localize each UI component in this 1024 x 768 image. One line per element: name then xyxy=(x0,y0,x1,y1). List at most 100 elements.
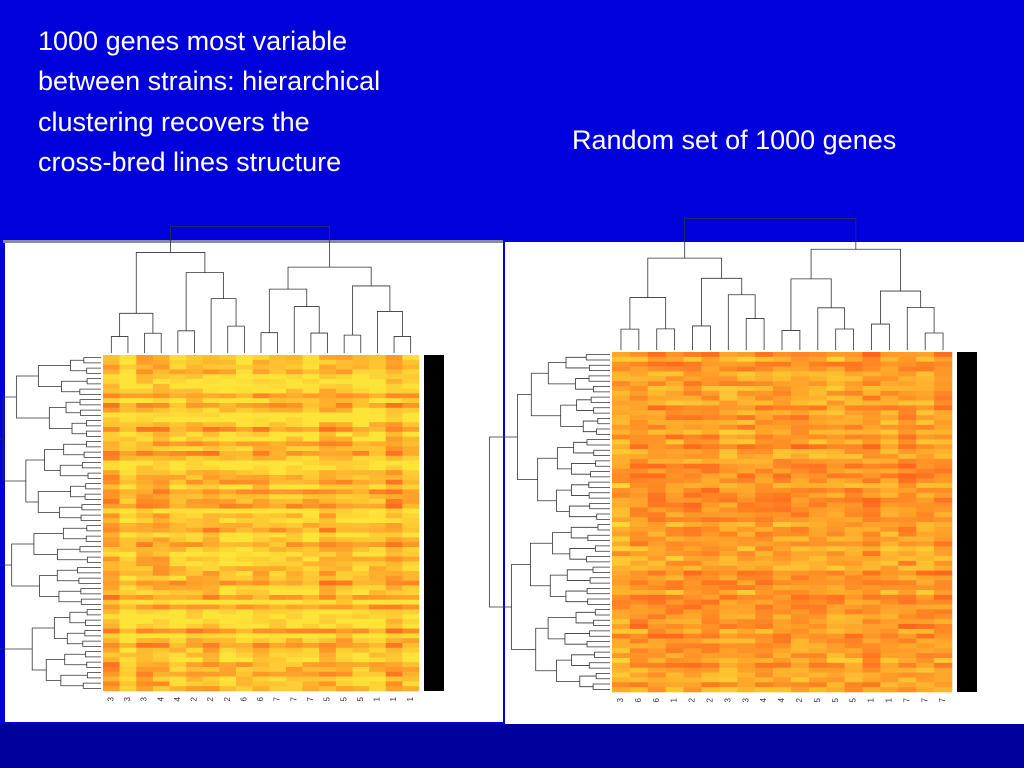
heatmap-cell xyxy=(119,623,137,629)
heatmap-cell xyxy=(665,517,684,523)
heatmap-cell xyxy=(737,594,756,601)
heatmap-cell xyxy=(152,369,170,375)
heatmap-cell xyxy=(152,623,170,629)
heatmap-cell xyxy=(169,571,187,577)
heatmap-cell xyxy=(808,609,828,615)
heatmap-cell xyxy=(152,604,170,610)
heatmap-cell xyxy=(136,686,154,692)
heatmap-cell xyxy=(352,441,370,447)
heatmap-cell xyxy=(136,547,154,553)
heatmap-cell xyxy=(934,361,953,367)
heatmap-cell xyxy=(790,648,810,654)
heatmap-cell xyxy=(701,687,720,693)
heatmap-cell xyxy=(269,369,287,375)
heatmap-cell xyxy=(934,488,953,494)
heatmap-cell xyxy=(335,609,353,615)
heatmap-cell xyxy=(629,667,649,673)
heatmap-cell xyxy=(352,571,370,577)
heatmap-cell xyxy=(898,517,917,523)
heatmap-cell xyxy=(844,585,863,591)
heatmap-cell xyxy=(862,454,881,460)
heatmap-cell xyxy=(136,599,154,605)
heatmap-cell xyxy=(719,468,738,474)
heatmap-cell xyxy=(808,366,828,372)
heatmap-cell xyxy=(701,672,720,678)
heatmap-cell xyxy=(269,417,287,423)
heatmap-cell xyxy=(136,364,154,370)
heatmap-cell xyxy=(916,454,935,460)
heatmap-cell xyxy=(916,662,935,669)
heatmap-cell xyxy=(719,541,738,547)
heatmap-cell xyxy=(136,359,154,365)
heatmap-cell xyxy=(862,488,881,494)
heatmap-cell xyxy=(880,463,899,469)
heatmap-cell xyxy=(385,451,403,457)
heatmap-cell xyxy=(136,551,154,557)
heatmap-cell xyxy=(335,652,353,658)
heatmap-cell xyxy=(773,517,792,523)
heatmap-cell xyxy=(302,686,320,692)
heatmap-cell xyxy=(269,503,287,509)
heatmap-cell xyxy=(665,420,684,426)
heatmap-cell xyxy=(612,468,631,474)
heatmap-cell xyxy=(737,488,756,494)
heatmap-cell xyxy=(236,657,253,663)
heatmap-cell xyxy=(152,475,170,481)
heatmap-cell xyxy=(119,595,137,601)
heatmap-cell xyxy=(335,455,353,461)
heatmap-cell xyxy=(103,590,120,596)
heatmap-cell xyxy=(402,417,420,423)
heatmap-cell xyxy=(119,527,137,533)
heatmap-cell xyxy=(826,590,845,596)
heatmap-cell xyxy=(844,434,863,440)
heatmap-cell xyxy=(385,455,403,461)
heatmap-cell xyxy=(934,376,953,382)
heatmap-cell xyxy=(612,580,631,586)
heatmap-cell xyxy=(737,672,756,678)
heatmap-cell xyxy=(629,522,649,528)
heatmap-cell xyxy=(808,497,828,503)
heatmap-cell xyxy=(385,633,403,639)
heatmap-cell xyxy=(269,460,287,466)
heatmap-cell xyxy=(402,604,420,610)
heatmap-cell xyxy=(665,662,684,669)
heatmap-cell xyxy=(737,410,756,416)
heatmap-cell xyxy=(252,599,270,605)
heatmap-cell xyxy=(862,517,881,523)
heatmap-cell xyxy=(647,628,666,635)
heatmap-cell xyxy=(719,473,738,479)
heatmap-cell xyxy=(737,570,756,576)
heatmap-cell xyxy=(236,393,253,399)
heatmap-cell xyxy=(719,580,738,586)
heatmap-cell xyxy=(808,585,828,591)
heatmap-cell xyxy=(916,633,935,639)
heatmap-cell xyxy=(236,369,253,375)
heatmap-cell xyxy=(152,407,170,413)
heatmap-cell xyxy=(790,682,810,688)
heatmap-cell xyxy=(169,417,187,423)
heatmap-cell xyxy=(335,475,353,481)
heatmap-cell xyxy=(352,479,370,485)
heatmap-cell xyxy=(103,575,120,581)
heatmap-cell xyxy=(186,671,204,677)
heatmap-cell xyxy=(202,671,220,677)
heatmap-cell xyxy=(826,560,845,567)
heatmap-cell xyxy=(369,475,387,481)
heatmap-cell xyxy=(737,677,756,683)
heatmap-cell xyxy=(402,422,420,428)
heatmap-cell xyxy=(647,565,666,571)
heatmap-cell xyxy=(352,508,370,514)
heatmap-cell xyxy=(169,479,187,485)
heatmap-cell xyxy=(844,449,863,455)
heatmap-cell xyxy=(844,599,863,605)
heatmap-cell xyxy=(385,470,403,476)
heatmap-cell xyxy=(612,512,631,518)
heatmap-cell xyxy=(236,431,253,437)
heatmap-cell xyxy=(808,517,828,523)
heatmap-cell xyxy=(402,407,420,413)
heatmap-cell xyxy=(186,643,204,649)
heatmap-cell xyxy=(934,517,953,523)
heatmap-cell xyxy=(916,575,935,581)
heatmap-cell xyxy=(202,398,220,404)
heatmap-cell xyxy=(844,454,863,460)
